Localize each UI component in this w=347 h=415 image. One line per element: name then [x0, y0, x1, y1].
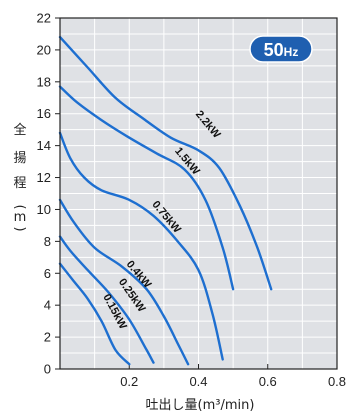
y-tick-label: 16	[37, 106, 51, 121]
curves	[58, 35, 273, 366]
curve-0-25kw	[58, 235, 155, 364]
y-axis-title-char: 程	[13, 176, 26, 191]
y-axis-title: 全揚程 (m)	[12, 122, 27, 232]
y-tick-label: 8	[44, 234, 51, 249]
y-tick-label: 20	[37, 42, 51, 57]
frequency-badge-text: 50Hz	[264, 40, 299, 60]
x-tick-label: 0.4	[189, 374, 207, 389]
y-axis-title-char: (	[12, 204, 27, 209]
y-tick-label: 6	[44, 266, 51, 281]
y-tick-label: 12	[37, 170, 51, 185]
curve-1-5kw	[58, 85, 235, 291]
y-axis-title-char: 全	[13, 122, 26, 138]
x-axis-title: 吐出し量(m³/min)	[146, 398, 255, 413]
plot-border	[59, 17, 338, 370]
y-tick-label: 22	[37, 11, 51, 26]
frequency-badge-unit: Hz	[284, 45, 299, 59]
frequency-badge: 50Hz	[249, 35, 313, 63]
y-axis-ticks: 0 2 4 6 8 10 12 14 16 18 20 22	[37, 11, 60, 377]
y-axis-title-char: 揚	[13, 150, 26, 166]
curve-0-15kw	[58, 262, 131, 366]
x-axis-ticks: 0.2 0.4 0.6 0.8	[120, 364, 346, 389]
curve-0-4kw	[58, 198, 190, 366]
y-tick-label: 0	[44, 362, 51, 377]
grid-lines	[60, 18, 337, 369]
y-axis-title-char: m	[14, 210, 27, 225]
frequency-badge-main: 50	[264, 40, 284, 60]
x-tick-label: 0.6	[259, 374, 277, 389]
frequency-badge-bg	[249, 35, 313, 63]
y-tick-label: 14	[37, 138, 51, 153]
curve-2-2kw	[58, 35, 273, 291]
x-tick-label: 0.2	[120, 374, 138, 389]
y-tick-label: 10	[37, 202, 51, 217]
y-tick-label: 2	[44, 330, 51, 345]
y-tick-label: 4	[44, 298, 51, 313]
curve-0-75kw	[58, 131, 224, 361]
y-axis-title-char: )	[12, 226, 27, 231]
y-tick-label: 18	[37, 74, 51, 89]
x-tick-label: 0.8	[328, 374, 346, 389]
